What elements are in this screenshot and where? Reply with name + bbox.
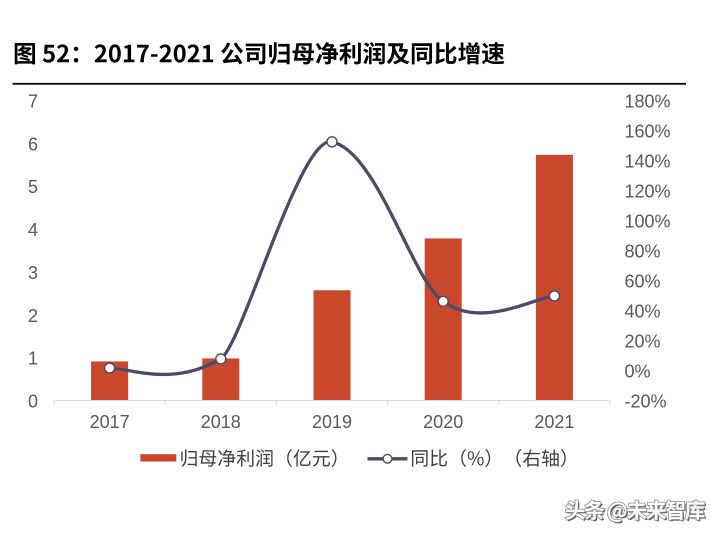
svg-text:2019: 2019 (312, 412, 352, 432)
svg-text:120%: 120% (625, 182, 671, 202)
svg-text:3: 3 (28, 263, 38, 283)
svg-text:20%: 20% (625, 332, 661, 352)
svg-text:5: 5 (28, 177, 38, 197)
svg-text:100%: 100% (625, 212, 671, 232)
svg-text:2020: 2020 (423, 412, 463, 432)
svg-text:60%: 60% (625, 272, 661, 292)
svg-text:-20%: -20% (625, 392, 667, 412)
svg-text:140%: 140% (625, 152, 671, 172)
svg-text:2021: 2021 (534, 412, 574, 432)
svg-text:2017: 2017 (90, 412, 130, 432)
svg-text:40%: 40% (625, 302, 661, 322)
svg-text:7: 7 (28, 92, 38, 112)
svg-text:2018: 2018 (201, 412, 241, 432)
svg-text:4: 4 (28, 220, 38, 240)
svg-text:2: 2 (28, 306, 38, 326)
svg-text:80%: 80% (625, 242, 661, 262)
svg-text:0%: 0% (625, 362, 651, 382)
svg-text:1: 1 (28, 349, 38, 369)
svg-text:0: 0 (28, 392, 38, 412)
svg-text:6: 6 (28, 134, 38, 154)
svg-text:180%: 180% (625, 92, 671, 112)
svg-text:160%: 160% (625, 122, 671, 142)
